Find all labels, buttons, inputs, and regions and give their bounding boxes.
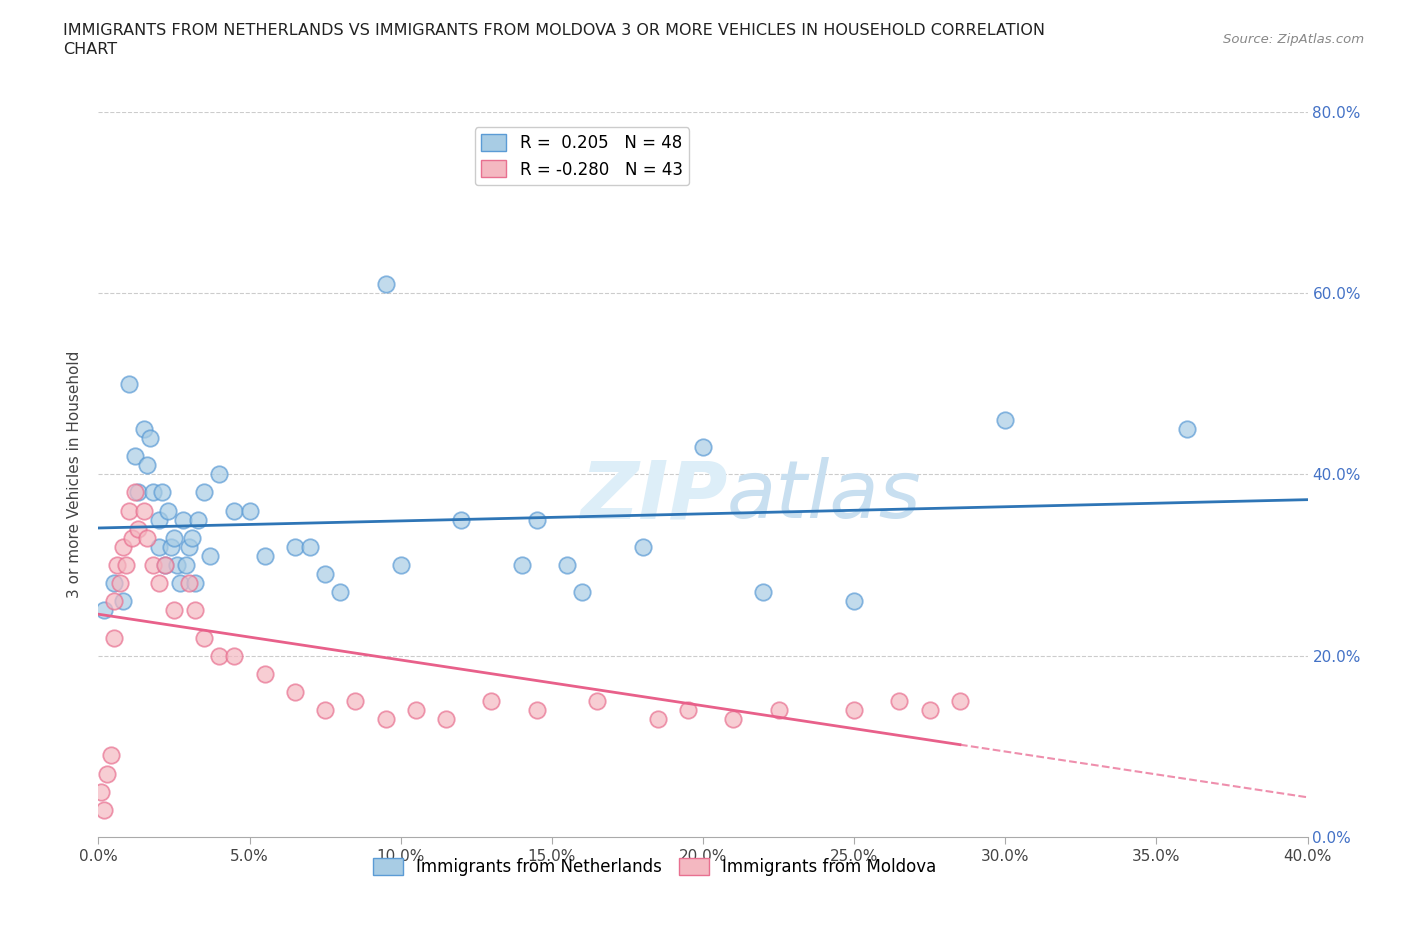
Point [108,576,131,591]
Point [389,558,412,573]
Point [166,558,188,573]
Point [434,711,457,726]
Y-axis label: 3 or more Vehicles in Household: 3 or more Vehicles in Household [67,351,83,598]
Point [526,703,548,718]
Point [692,440,714,455]
Point [193,485,215,500]
Point [949,694,972,709]
Point [647,711,669,726]
Point [111,539,134,554]
Text: atlas: atlas [727,457,922,535]
Point [135,458,157,472]
Point [127,521,149,536]
Point [889,694,911,709]
Point [253,667,276,682]
Point [148,539,170,554]
Point [586,694,609,709]
Point [114,558,136,573]
Point [571,585,593,600]
Point [844,703,866,718]
Point [132,503,155,518]
Point [314,566,336,581]
Point [631,539,654,554]
Point [179,539,201,554]
Point [169,576,191,591]
Point [1175,421,1198,436]
Point [148,512,170,527]
Point [224,648,246,663]
Point [132,421,155,436]
Point [187,512,209,527]
Point [184,576,207,591]
Point [163,530,186,545]
Point [121,530,143,545]
Point [481,694,503,709]
Point [118,503,141,518]
Point [179,576,201,591]
Text: Source: ZipAtlas.com: Source: ZipAtlas.com [1223,33,1364,46]
Text: CHART: CHART [63,42,117,57]
Point [284,684,307,699]
Point [918,703,941,718]
Point [208,648,231,663]
Point [142,485,165,500]
Point [150,485,173,500]
Point [676,703,699,718]
Text: ZIP: ZIP [579,457,727,535]
Point [127,485,149,500]
Point [135,530,157,545]
Point [224,503,246,518]
Point [253,549,276,564]
Point [139,431,162,445]
Point [148,576,170,591]
Point [174,558,197,573]
Point [405,703,427,718]
Point [284,539,307,554]
Point [181,530,204,545]
Point [156,503,179,518]
Text: IMMIGRANTS FROM NETHERLANDS VS IMMIGRANTS FROM MOLDOVA 3 OR MORE VEHICLES IN HOU: IMMIGRANTS FROM NETHERLANDS VS IMMIGRANT… [63,23,1045,38]
Point [299,539,322,554]
Point [93,603,115,618]
Point [124,485,146,500]
Point [111,594,134,609]
Point [374,276,396,291]
Point [329,585,352,600]
Point [450,512,472,527]
Point [314,703,336,718]
Point [153,558,176,573]
Point [100,748,122,763]
Point [90,784,112,799]
Point [994,413,1017,428]
Point [200,549,222,564]
Legend: Immigrants from Netherlands, Immigrants from Moldova: Immigrants from Netherlands, Immigrants … [366,852,943,883]
Point [184,603,207,618]
Point [374,711,396,726]
Point [105,558,128,573]
Point [208,467,231,482]
Point [124,449,146,464]
Point [752,585,775,600]
Point [239,503,262,518]
Point [344,694,367,709]
Point [555,558,578,573]
Point [510,558,533,573]
Point [96,766,118,781]
Point [844,594,866,609]
Point [768,703,790,718]
Point [160,539,183,554]
Point [142,558,165,573]
Point [103,594,125,609]
Point [163,603,186,618]
Point [723,711,745,726]
Point [103,576,125,591]
Point [103,631,125,645]
Point [118,377,141,392]
Point [153,558,176,573]
Point [526,512,548,527]
Point [193,631,215,645]
Point [172,512,194,527]
Point [93,803,115,817]
